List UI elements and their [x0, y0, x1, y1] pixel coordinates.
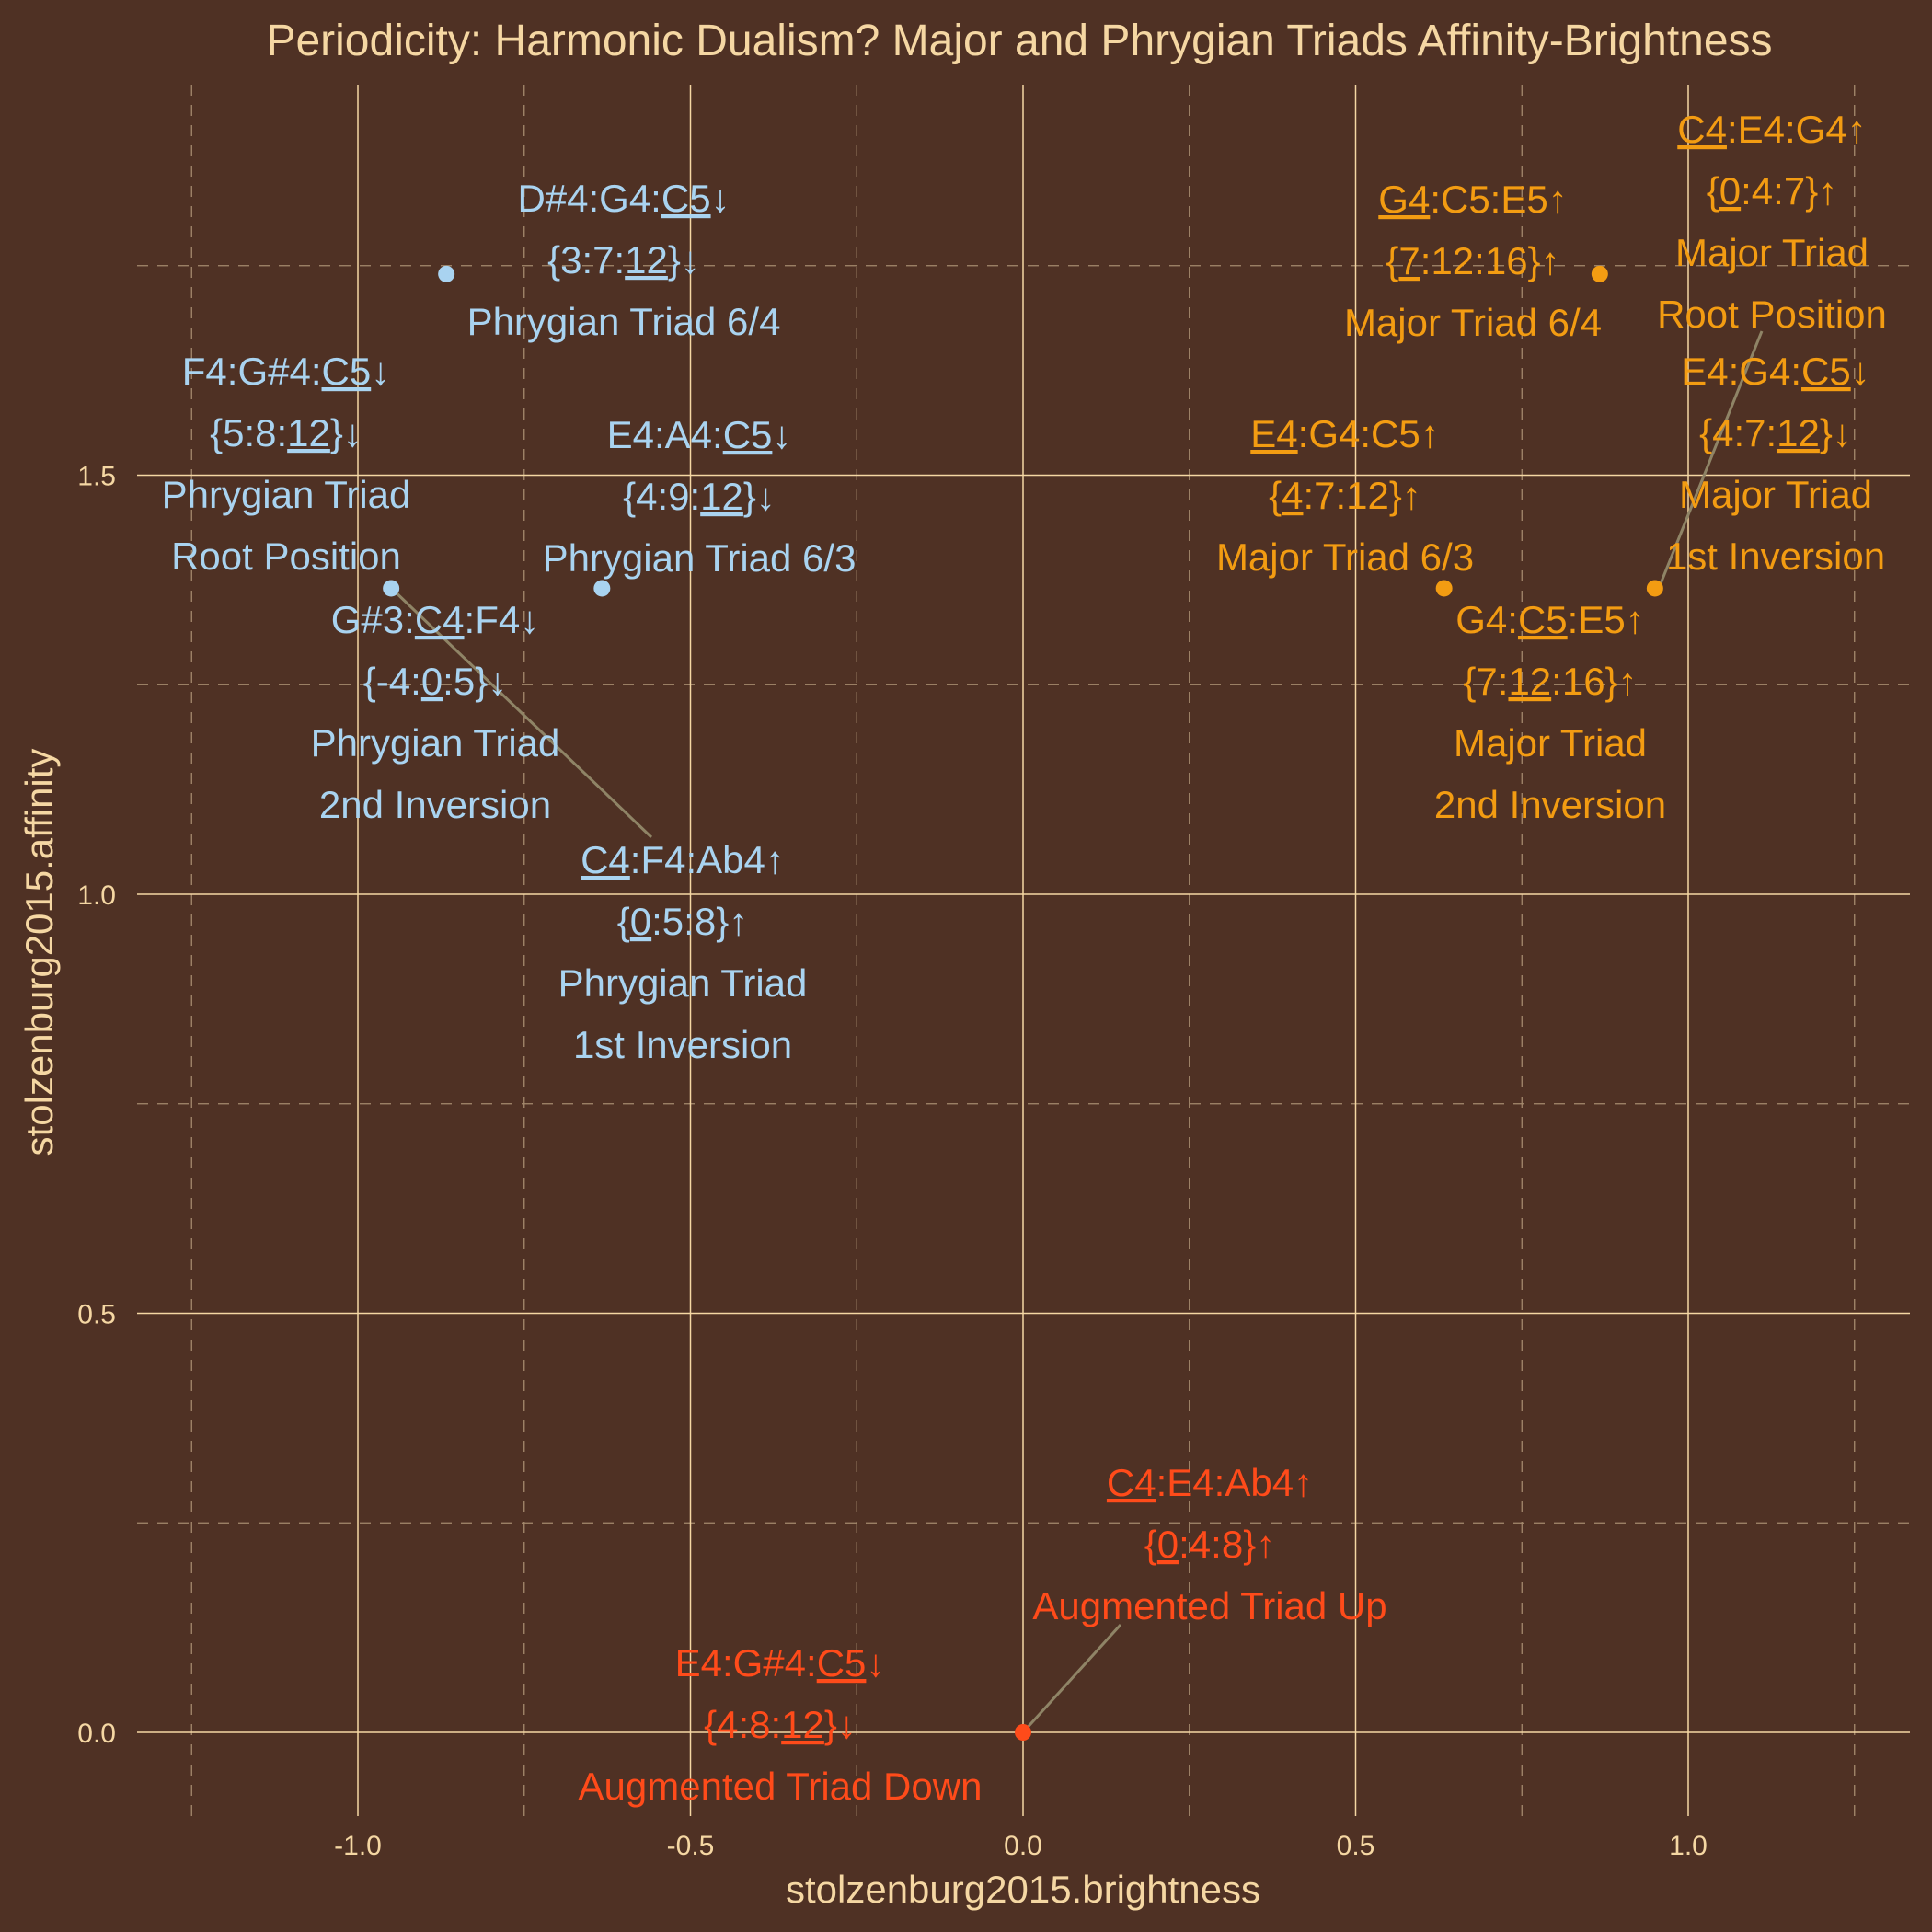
point-label-line: {4:8:12}↓ [704, 1703, 857, 1746]
point-label-line: G4:C5:E5↑ [1455, 598, 1644, 641]
point-label-line: C4:E4:G4↑ [1677, 108, 1866, 151]
point-label-line: Augmented Triad Up [1032, 1584, 1386, 1627]
point-label-line: {3:7:12}↓ [547, 238, 700, 282]
x-tick-label: 0.0 [1004, 1831, 1042, 1861]
point-label-line: Root Position [1657, 293, 1887, 336]
data-point-major [1435, 580, 1453, 597]
point-label-line: Augmented Triad Down [579, 1765, 983, 1808]
tick-labels: -1.0 -0.5 0.0 0.5 1.0 0.0 0.5 1.0 1.5 [77, 462, 1708, 1862]
point-label-line: 2nd Inversion [1434, 783, 1666, 826]
point-label-line: {0:4:8}↑ [1144, 1523, 1275, 1566]
point-label-line: E4:G4:C5↓ [1681, 350, 1869, 393]
point-label-line: {7:12:16}↑ [1386, 239, 1559, 282]
leader-lines [388, 330, 1764, 1734]
leader-line [1021, 1623, 1122, 1734]
point-label-line: 2nd Inversion [319, 783, 551, 826]
point-labels: D#4:G4:C5↓ {3:7:12}↓ Phrygian Triad 6/4 F4:… [162, 108, 1887, 1808]
point-label-line: E4:A4:C5↓ [607, 413, 792, 456]
point-label-line: Major Triad 6/3 [1216, 535, 1474, 579]
point-label-line: Phrygian Triad [162, 473, 411, 516]
point-label-line: C4:F4:Ab4↑ [581, 838, 785, 881]
point-label-line: Phrygian Triad [558, 961, 808, 1005]
data-point-phrygian [593, 580, 611, 597]
data-point-phrygian [438, 265, 455, 282]
point-label-line: C4:E4:Ab4↑ [1107, 1461, 1313, 1504]
point-label-line: Phrygian Triad 6/4 [467, 300, 781, 343]
point-label-line: G#3:C4:F4↓ [331, 598, 539, 641]
data-points [383, 265, 1663, 1741]
point-label-line: {7:12:16}↑ [1463, 660, 1637, 703]
y-tick-label: 0.5 [77, 1300, 116, 1330]
point-label-line: {5:8:12}↓ [210, 411, 362, 454]
point-label-line: {4:7:12}↓ [1699, 411, 1852, 454]
y-tick-label: 1.0 [77, 880, 116, 911]
point-label-line: G4:C5:E5↑ [1378, 178, 1567, 221]
y-axis-title: stolzenburg2015.affinity [17, 749, 61, 1156]
point-label-line: 1st Inversion [573, 1023, 792, 1066]
data-point-augmented [1015, 1724, 1031, 1741]
y-tick-label: 0.0 [77, 1719, 116, 1749]
point-label-line: {4:9:12}↓ [623, 475, 776, 518]
data-point-phrygian [383, 580, 400, 597]
point-label-line: Root Position [171, 535, 401, 578]
x-tick-label: 1.0 [1669, 1831, 1708, 1861]
x-axis-title: stolzenburg2015.brightness [786, 1868, 1260, 1911]
grid [137, 85, 1910, 1816]
point-label-line: E4:G4:C5↑ [1250, 412, 1439, 455]
point-label-line: Major Triad 6/4 [1344, 301, 1602, 344]
chart-title: Periodicity: Harmonic Dualism? Major and… [266, 17, 1772, 65]
y-tick-label: 1.5 [77, 462, 116, 492]
point-label-line: E4:G#4:C5↓ [675, 1641, 886, 1685]
point-label-line: Major Triad [1454, 721, 1647, 765]
point-label-line: {4:7:12}↑ [1269, 474, 1421, 517]
x-tick-label: -0.5 [667, 1831, 715, 1861]
point-label-line: Phrygian Triad 6/3 [543, 536, 857, 580]
point-label-line: D#4:G4:C5↓ [517, 177, 730, 220]
point-label-line: 1st Inversion [1666, 535, 1885, 578]
data-point-major [1591, 265, 1608, 282]
point-label-line: Major Triad [1675, 231, 1869, 274]
point-label-line: {-4:0:5}↓ [363, 660, 507, 703]
leader-line [1658, 330, 1764, 587]
point-label-line: Major Triad [1679, 473, 1872, 516]
x-tick-label: -1.0 [334, 1831, 382, 1861]
leader-line [388, 585, 653, 839]
data-point-major [1646, 580, 1663, 597]
point-label-line: F4:G#4:C5↓ [182, 350, 390, 393]
point-label-line: Phrygian Triad [311, 721, 560, 765]
point-label-line: {0:5:8}↑ [617, 900, 748, 943]
point-label-line: {0:4:7}↑ [1707, 169, 1837, 213]
x-tick-label: 0.5 [1337, 1831, 1375, 1861]
